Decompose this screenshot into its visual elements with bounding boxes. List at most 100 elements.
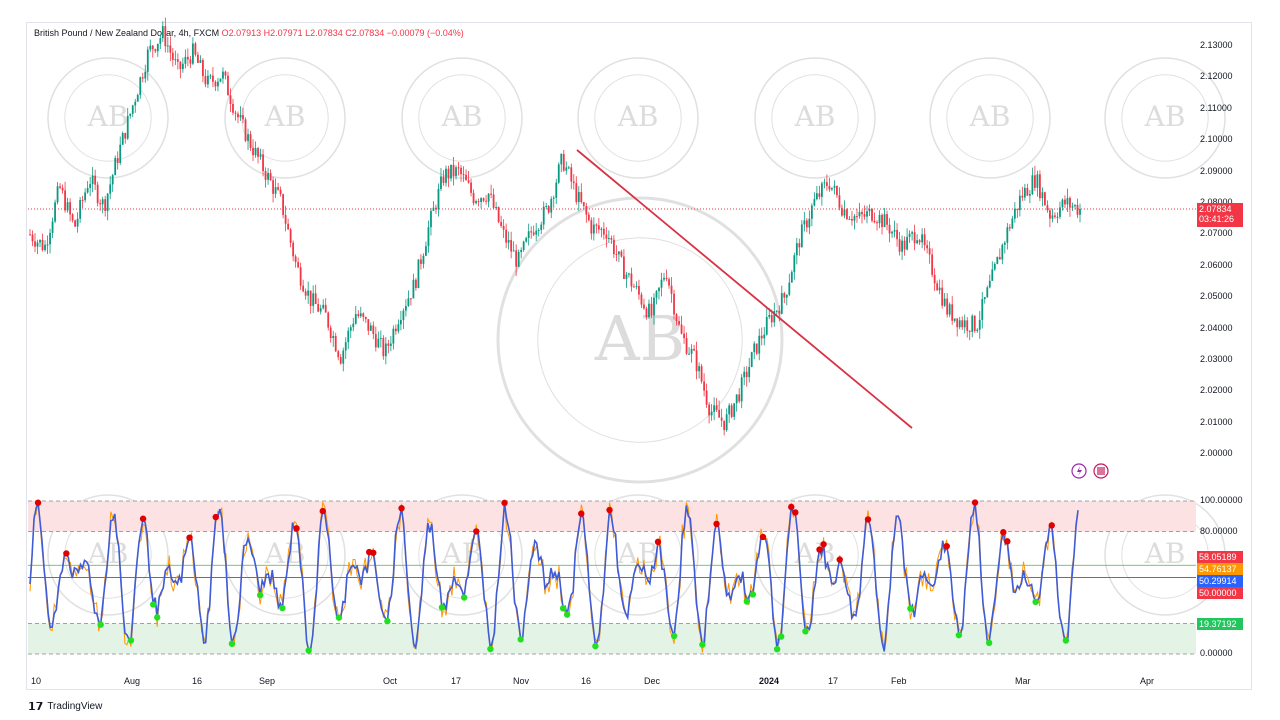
candle-body bbox=[36, 242, 39, 247]
candle-body bbox=[422, 255, 425, 264]
trough-dot bbox=[699, 641, 706, 648]
candle-body bbox=[550, 198, 553, 213]
osc-value-tag: 50.00000 bbox=[1197, 587, 1243, 599]
candle-body bbox=[364, 317, 367, 320]
ohlc-values: O2.07913 H2.07971 L2.07834 C2.07834 −0.0… bbox=[221, 28, 464, 38]
candle-body bbox=[244, 119, 247, 141]
time-tick-label: Apr bbox=[1140, 676, 1155, 686]
trough-dot bbox=[907, 605, 914, 612]
candle-body bbox=[1021, 195, 1024, 198]
candle-body bbox=[94, 175, 97, 185]
candle-body bbox=[918, 240, 921, 243]
candle-body bbox=[442, 176, 445, 183]
candle-body bbox=[620, 251, 623, 257]
candle-body bbox=[540, 224, 543, 230]
candle-body bbox=[678, 321, 680, 325]
candle-body bbox=[723, 420, 726, 431]
brand-label: TradingView bbox=[47, 701, 103, 712]
symbol-name[interactable]: British Pound / New Zealand Dollar, 4h, … bbox=[34, 28, 220, 38]
tradingview-logo[interactable]: 𝟭𝟳 TradingView bbox=[28, 700, 102, 713]
candle-body bbox=[738, 394, 741, 402]
candle-body bbox=[482, 198, 485, 201]
trough-dot bbox=[743, 598, 751, 605]
candle-body bbox=[66, 202, 69, 211]
candle-body bbox=[104, 199, 107, 211]
candle-body bbox=[332, 335, 335, 339]
candle-body bbox=[136, 94, 139, 102]
symbol-header[interactable]: British Pound / New Zealand Dollar, 4h, … bbox=[34, 28, 464, 38]
candle-body bbox=[713, 405, 716, 412]
candle-body bbox=[778, 310, 781, 314]
candle-body bbox=[277, 187, 279, 190]
trough-dot bbox=[802, 628, 809, 635]
candle-body bbox=[61, 187, 64, 191]
svg-text:AB: AB bbox=[594, 302, 685, 375]
candle-body bbox=[698, 366, 700, 372]
peak-dot bbox=[63, 550, 70, 557]
candle-body bbox=[1071, 206, 1074, 208]
svg-text:AB: AB bbox=[441, 537, 483, 570]
candle-body bbox=[129, 113, 132, 116]
candle-body bbox=[831, 187, 833, 190]
oscillator-pane bbox=[28, 499, 1196, 655]
candle-body bbox=[272, 180, 274, 194]
candle-body bbox=[1061, 199, 1064, 208]
candle-body bbox=[527, 231, 530, 238]
price-tick-label: 2.11000 bbox=[1200, 102, 1232, 113]
candle-body bbox=[575, 183, 578, 203]
candle-body bbox=[445, 168, 447, 183]
candle-body bbox=[996, 257, 999, 264]
peak-dot bbox=[820, 541, 827, 548]
candle-body bbox=[1074, 204, 1076, 207]
candle-body bbox=[415, 279, 417, 289]
candle-body bbox=[495, 206, 498, 208]
candle-body bbox=[683, 333, 685, 339]
candle-body bbox=[367, 319, 370, 331]
candle-body bbox=[425, 246, 427, 256]
candle-body bbox=[971, 315, 974, 332]
candle-body bbox=[908, 233, 911, 237]
candle-body bbox=[800, 224, 803, 248]
candle-body bbox=[319, 308, 322, 312]
candle-body bbox=[54, 202, 56, 222]
candle-body bbox=[329, 327, 332, 339]
peak-dot bbox=[319, 507, 326, 515]
candle-body bbox=[888, 224, 891, 234]
peak-dot bbox=[1000, 529, 1007, 536]
candle-body bbox=[728, 405, 731, 415]
candle-body bbox=[846, 209, 848, 219]
candle-body bbox=[1076, 204, 1079, 215]
candle-body bbox=[146, 49, 149, 72]
trough-dot bbox=[460, 594, 468, 601]
candle-body bbox=[267, 172, 269, 180]
candle-body bbox=[294, 256, 297, 263]
candle-body bbox=[46, 244, 49, 246]
candle-body bbox=[788, 282, 791, 295]
candle-body bbox=[1039, 174, 1041, 199]
peak-dot bbox=[816, 546, 823, 553]
time-tick-label: 2024 bbox=[759, 676, 780, 686]
candle-body bbox=[154, 49, 157, 52]
candle-body bbox=[961, 320, 964, 328]
svg-text:AB: AB bbox=[617, 100, 659, 133]
peak-dot bbox=[212, 513, 219, 521]
candle-body bbox=[843, 209, 846, 216]
candle-body bbox=[41, 239, 44, 251]
candle-body bbox=[640, 294, 643, 305]
candle-body bbox=[344, 342, 347, 351]
candle-body bbox=[913, 232, 916, 244]
trough-dot bbox=[1062, 637, 1070, 644]
trough-dot bbox=[438, 604, 446, 611]
candle-body bbox=[407, 298, 410, 306]
candle-body bbox=[633, 286, 635, 288]
candle-body bbox=[838, 195, 841, 208]
candle-body bbox=[191, 43, 194, 64]
candle-body bbox=[437, 188, 440, 210]
candle-body bbox=[209, 75, 212, 77]
candle-body bbox=[89, 184, 92, 188]
candle-body bbox=[981, 299, 984, 320]
candle-body bbox=[1008, 227, 1011, 229]
candle-body bbox=[477, 201, 480, 203]
